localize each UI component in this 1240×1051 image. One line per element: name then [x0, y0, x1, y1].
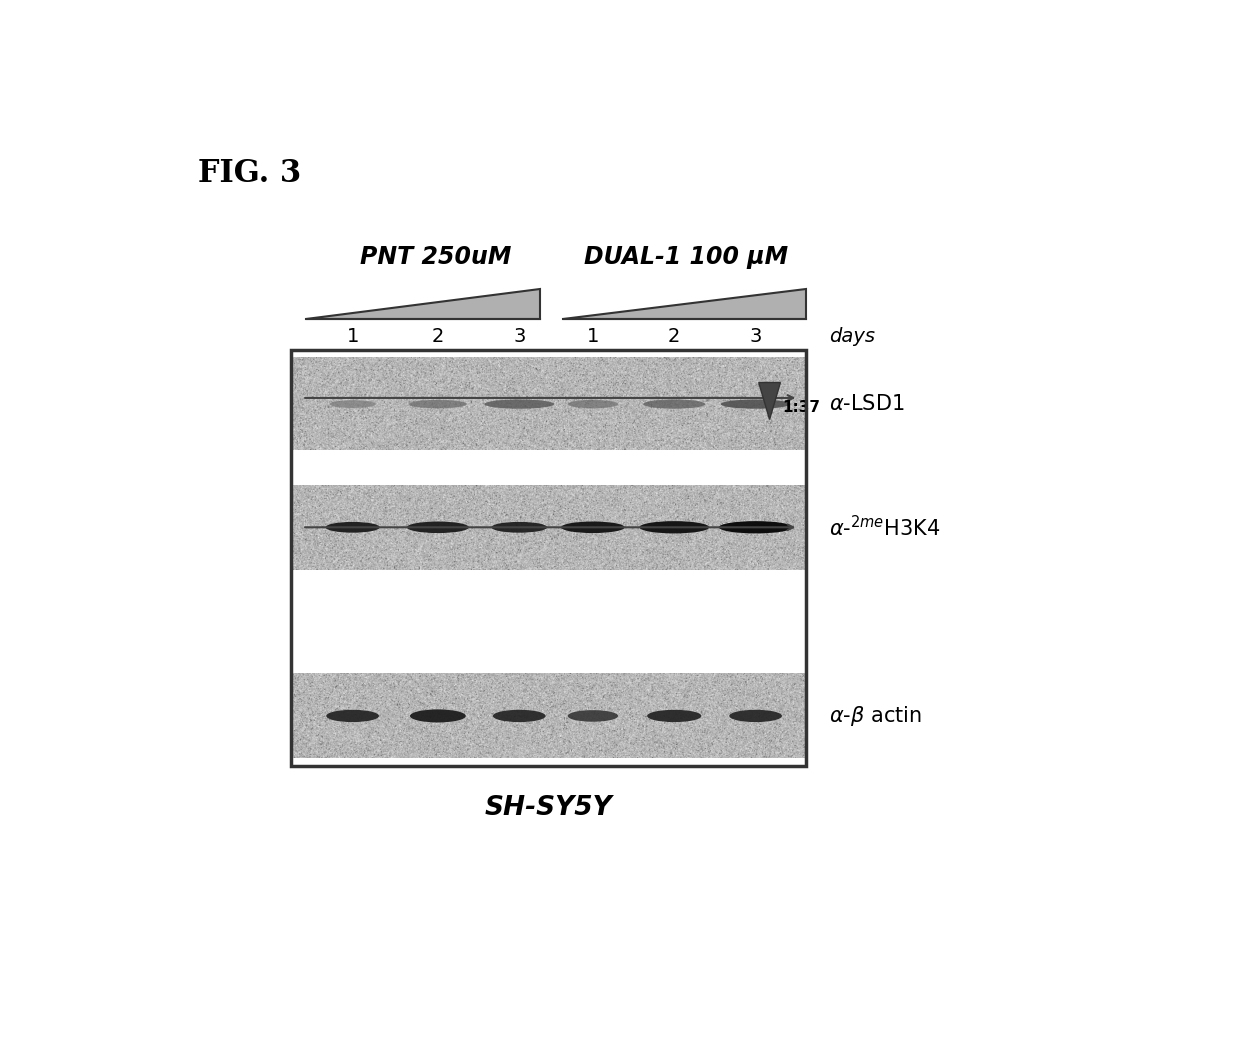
Ellipse shape: [647, 709, 702, 722]
Ellipse shape: [719, 521, 792, 534]
Text: days: days: [830, 327, 875, 346]
Ellipse shape: [409, 399, 467, 409]
Text: $\alpha$-$\beta$ actin: $\alpha$-$\beta$ actin: [830, 704, 923, 728]
Bar: [290, 570, 806, 585]
Text: DUAL-1 100 μM: DUAL-1 100 μM: [584, 245, 787, 269]
Ellipse shape: [485, 399, 554, 409]
Bar: [290, 585, 806, 674]
Text: SH-SY5Y: SH-SY5Y: [485, 796, 613, 821]
Bar: [290, 350, 806, 358]
Ellipse shape: [644, 399, 706, 409]
Ellipse shape: [330, 400, 376, 408]
Ellipse shape: [560, 521, 625, 533]
Ellipse shape: [326, 709, 379, 722]
Ellipse shape: [491, 522, 547, 533]
Polygon shape: [306, 289, 541, 320]
Text: 2: 2: [432, 327, 444, 346]
Text: PNT 250uM: PNT 250uM: [361, 245, 512, 269]
Text: 3: 3: [513, 327, 526, 346]
Bar: [290, 350, 806, 766]
Text: 1: 1: [587, 327, 599, 346]
Ellipse shape: [325, 522, 379, 533]
Text: 1: 1: [346, 327, 358, 346]
Text: FIG. 3: FIG. 3: [197, 158, 301, 189]
Ellipse shape: [410, 709, 466, 722]
Ellipse shape: [568, 399, 618, 409]
Ellipse shape: [640, 521, 709, 534]
Text: $\alpha$-LSD1: $\alpha$-LSD1: [830, 394, 905, 414]
Ellipse shape: [720, 399, 791, 409]
Bar: [290, 450, 806, 470]
Bar: [290, 470, 806, 485]
Ellipse shape: [568, 710, 618, 722]
Text: 1:37: 1:37: [782, 400, 820, 415]
Ellipse shape: [492, 709, 546, 722]
Text: $\alpha$-$^{2me}$H3K4: $\alpha$-$^{2me}$H3K4: [830, 515, 940, 540]
Bar: [290, 350, 806, 766]
Ellipse shape: [407, 521, 469, 533]
Text: 2: 2: [668, 327, 681, 346]
Polygon shape: [759, 383, 780, 419]
Polygon shape: [563, 289, 806, 320]
Ellipse shape: [729, 709, 782, 722]
Text: 3: 3: [749, 327, 761, 346]
